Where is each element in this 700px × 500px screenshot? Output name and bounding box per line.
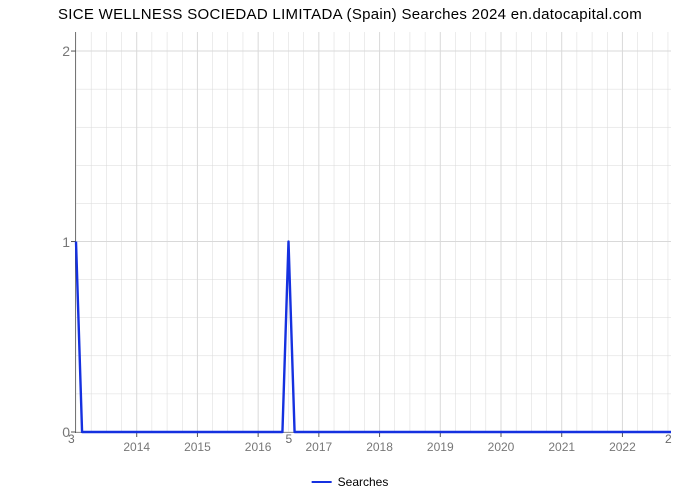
chart-svg: [76, 32, 671, 432]
x-tick-label: 2022: [609, 432, 636, 454]
y-tick-label: 2: [62, 43, 76, 59]
series-line: [76, 242, 671, 432]
axis-number-right: 2: [665, 432, 672, 446]
legend-label: Searches: [338, 475, 389, 489]
x-tick-label: 2021: [548, 432, 575, 454]
x-tick-label: 2020: [488, 432, 515, 454]
x-tick-label: 2014: [123, 432, 150, 454]
y-tick-label: 1: [62, 234, 76, 250]
axis-number-mid: 5: [286, 432, 293, 446]
x-tick-label: 2018: [366, 432, 393, 454]
x-tick-label: 2019: [427, 432, 454, 454]
chart-title: SICE WELLNESS SOCIEDAD LIMITADA (Spain) …: [0, 6, 700, 23]
x-tick-label: 2016: [245, 432, 272, 454]
legend-swatch: [312, 481, 332, 483]
plot-area: 0122014201520162017201820192020202120223…: [75, 32, 671, 433]
axis-number-left: 3: [68, 432, 75, 446]
x-tick-label: 2017: [305, 432, 332, 454]
chart-container: SICE WELLNESS SOCIEDAD LIMITADA (Spain) …: [0, 0, 700, 500]
legend: Searches: [312, 475, 389, 489]
x-tick-label: 2015: [184, 432, 211, 454]
